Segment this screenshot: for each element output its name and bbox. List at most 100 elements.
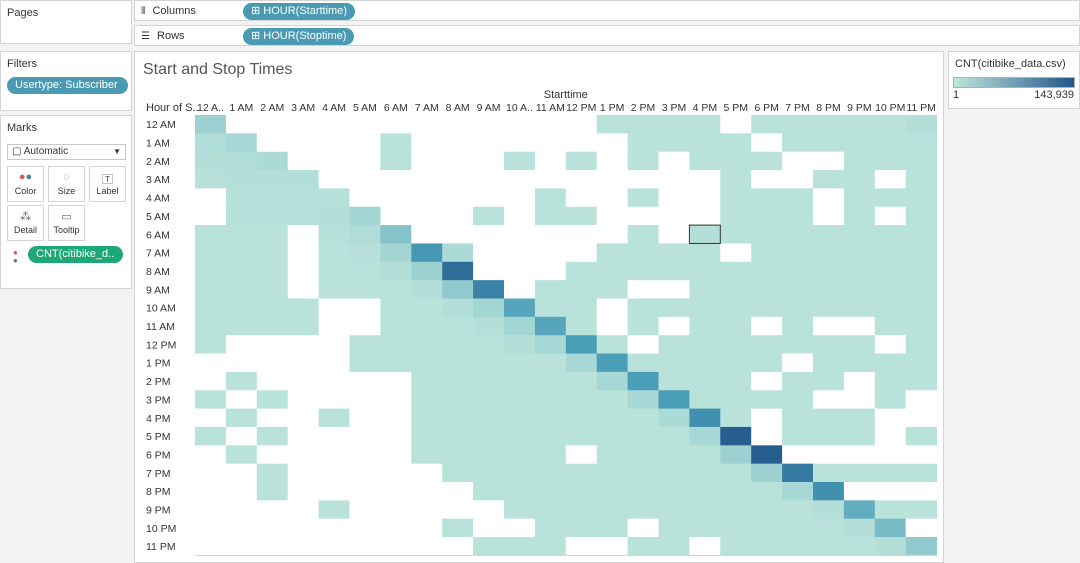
heatmap-cell — [225, 206, 258, 226]
heatmap-cell — [565, 225, 598, 244]
heatmap-cell — [843, 298, 876, 318]
heatmap-cell — [411, 225, 443, 244]
size-button[interactable]: ◌ Size — [48, 166, 85, 202]
columns-label-text: Columns — [152, 5, 196, 17]
heatmap-cell — [782, 316, 814, 336]
heatmap-cell — [256, 390, 289, 409]
heatmap-cell — [843, 188, 876, 208]
heatmap-cell — [349, 243, 381, 263]
heatmap-cell — [596, 353, 628, 373]
columns-pill[interactable]: ⊞ HOUR(Starttime) — [243, 3, 356, 20]
heatmap-cell — [473, 298, 505, 318]
heatmap-cell — [534, 463, 567, 483]
heatmap-cell — [751, 482, 783, 501]
heatmap-cell — [813, 426, 845, 446]
heatmap-cell — [473, 537, 505, 556]
heatmap-cell — [442, 390, 474, 409]
pages-panel[interactable]: Pages — [0, 0, 132, 44]
heatmap-cell — [565, 206, 598, 226]
heatmap-cell — [318, 500, 350, 520]
y-tick-label: 11 AM — [146, 321, 175, 333]
heatmap-cell — [442, 426, 474, 446]
cnt-field-pill[interactable]: CNT(citibike_d.. — [28, 246, 123, 263]
heatmap-cell — [349, 170, 381, 189]
heatmap-cell — [195, 225, 227, 244]
heatmap-cell — [874, 206, 907, 226]
heatmap-cell — [534, 408, 567, 428]
heatmap-cell — [720, 518, 752, 538]
detail-button[interactable]: ⁂ Detail — [7, 205, 44, 241]
heatmap-cell — [658, 408, 690, 428]
tooltip-button[interactable]: ▭ Tooltip — [48, 205, 85, 241]
heatmap-cell — [565, 243, 598, 263]
heatmap-cell — [287, 170, 319, 189]
x-tick-label: 12 PM — [566, 102, 596, 114]
heatmap-cell — [442, 408, 474, 428]
heatmap-cell — [874, 280, 907, 299]
x-tick-label: 4 AM — [322, 102, 346, 114]
heatmap-cell — [504, 537, 536, 556]
heatmap-cell — [287, 482, 319, 501]
heatmap-cell — [627, 316, 659, 336]
heatmap-cell — [195, 206, 227, 226]
filters-panel[interactable]: Filters Usertype: Subscriber — [0, 51, 132, 111]
heatmap-cell — [380, 261, 412, 281]
heatmap-cell — [627, 188, 659, 208]
x-tick-label: 2 AM — [260, 102, 284, 114]
color-button[interactable]: ●● Color — [7, 166, 44, 202]
heatmap-cell — [813, 188, 845, 208]
heatmap-cell — [534, 518, 567, 538]
heatmap-cell — [504, 151, 536, 171]
label-icon: 🅃 — [102, 174, 113, 186]
heatmap-cell — [473, 225, 505, 244]
heatmap-cell — [256, 298, 289, 318]
heatmap-cell — [411, 445, 443, 465]
heatmap-cell — [596, 280, 628, 299]
marks-panel[interactable]: Marks ▢ Automatic ▼ ●● Color ◌ Size 🅃 La… — [0, 115, 132, 289]
rows-pill[interactable]: ⊞ HOUR(Stoptime) — [243, 28, 355, 45]
heatmap-cell — [318, 115, 350, 134]
tooltip-icon: ▭ — [61, 211, 72, 223]
heatmap-cell — [473, 390, 505, 409]
legend-max-label: 143,939 — [1034, 89, 1074, 101]
heatmap-cell — [751, 188, 783, 208]
heatmap-cell — [287, 353, 319, 373]
heatmap-cell — [225, 170, 258, 189]
x-tick-label: 6 AM — [384, 102, 408, 114]
heatmap-cell — [534, 353, 567, 373]
x-tick-label: 9 AM — [477, 102, 501, 114]
heatmap-cell — [843, 518, 876, 538]
heatmap-cell — [473, 463, 505, 483]
label-button-label: Label — [96, 186, 119, 196]
heatmap-cell — [813, 261, 845, 281]
y-tick-label: 7 PM — [146, 468, 171, 480]
heatmap-cell — [380, 335, 412, 354]
rows-shelf[interactable]: ☰ Rows ⊞ HOUR(Stoptime) — [134, 25, 1080, 46]
y-tick-label: 4 AM — [146, 193, 170, 205]
label-button[interactable]: 🅃 Label — [89, 166, 126, 202]
heatmap-cell — [874, 371, 907, 391]
heatmap-cell — [689, 463, 721, 483]
y-tick-label: 11 PM — [146, 541, 176, 553]
rows-label: ☰ Rows — [141, 30, 185, 42]
x-tick-label: 7 PM — [785, 102, 810, 114]
size-icon: ◌ — [63, 171, 70, 183]
heatmap-cell — [905, 243, 937, 263]
x-tick-label: 12 A.. — [197, 102, 224, 114]
heatmap-cell — [225, 463, 258, 483]
heatmap-cell — [225, 316, 258, 336]
x-tick-label: 3 AM — [291, 102, 315, 114]
columns-shelf[interactable]: ⦀ Columns ⊞ HOUR(Starttime) — [134, 0, 1080, 21]
filter-pill-usertype[interactable]: Usertype: Subscriber — [7, 77, 128, 94]
heatmap-cell — [689, 390, 721, 409]
expand-icon: ⊞ — [251, 5, 261, 17]
y-tick-label: 5 PM — [146, 431, 171, 443]
mark-type-select[interactable]: ▢ Automatic ▼ — [7, 144, 126, 160]
heatmap-cell — [287, 463, 319, 483]
heatmap-cell — [658, 206, 690, 226]
heatmap-cell — [349, 445, 381, 465]
heatmap-cell — [596, 371, 628, 391]
heatmap-cell — [565, 316, 598, 336]
heatmap-cell — [720, 188, 752, 208]
heatmap-cell — [905, 316, 937, 336]
